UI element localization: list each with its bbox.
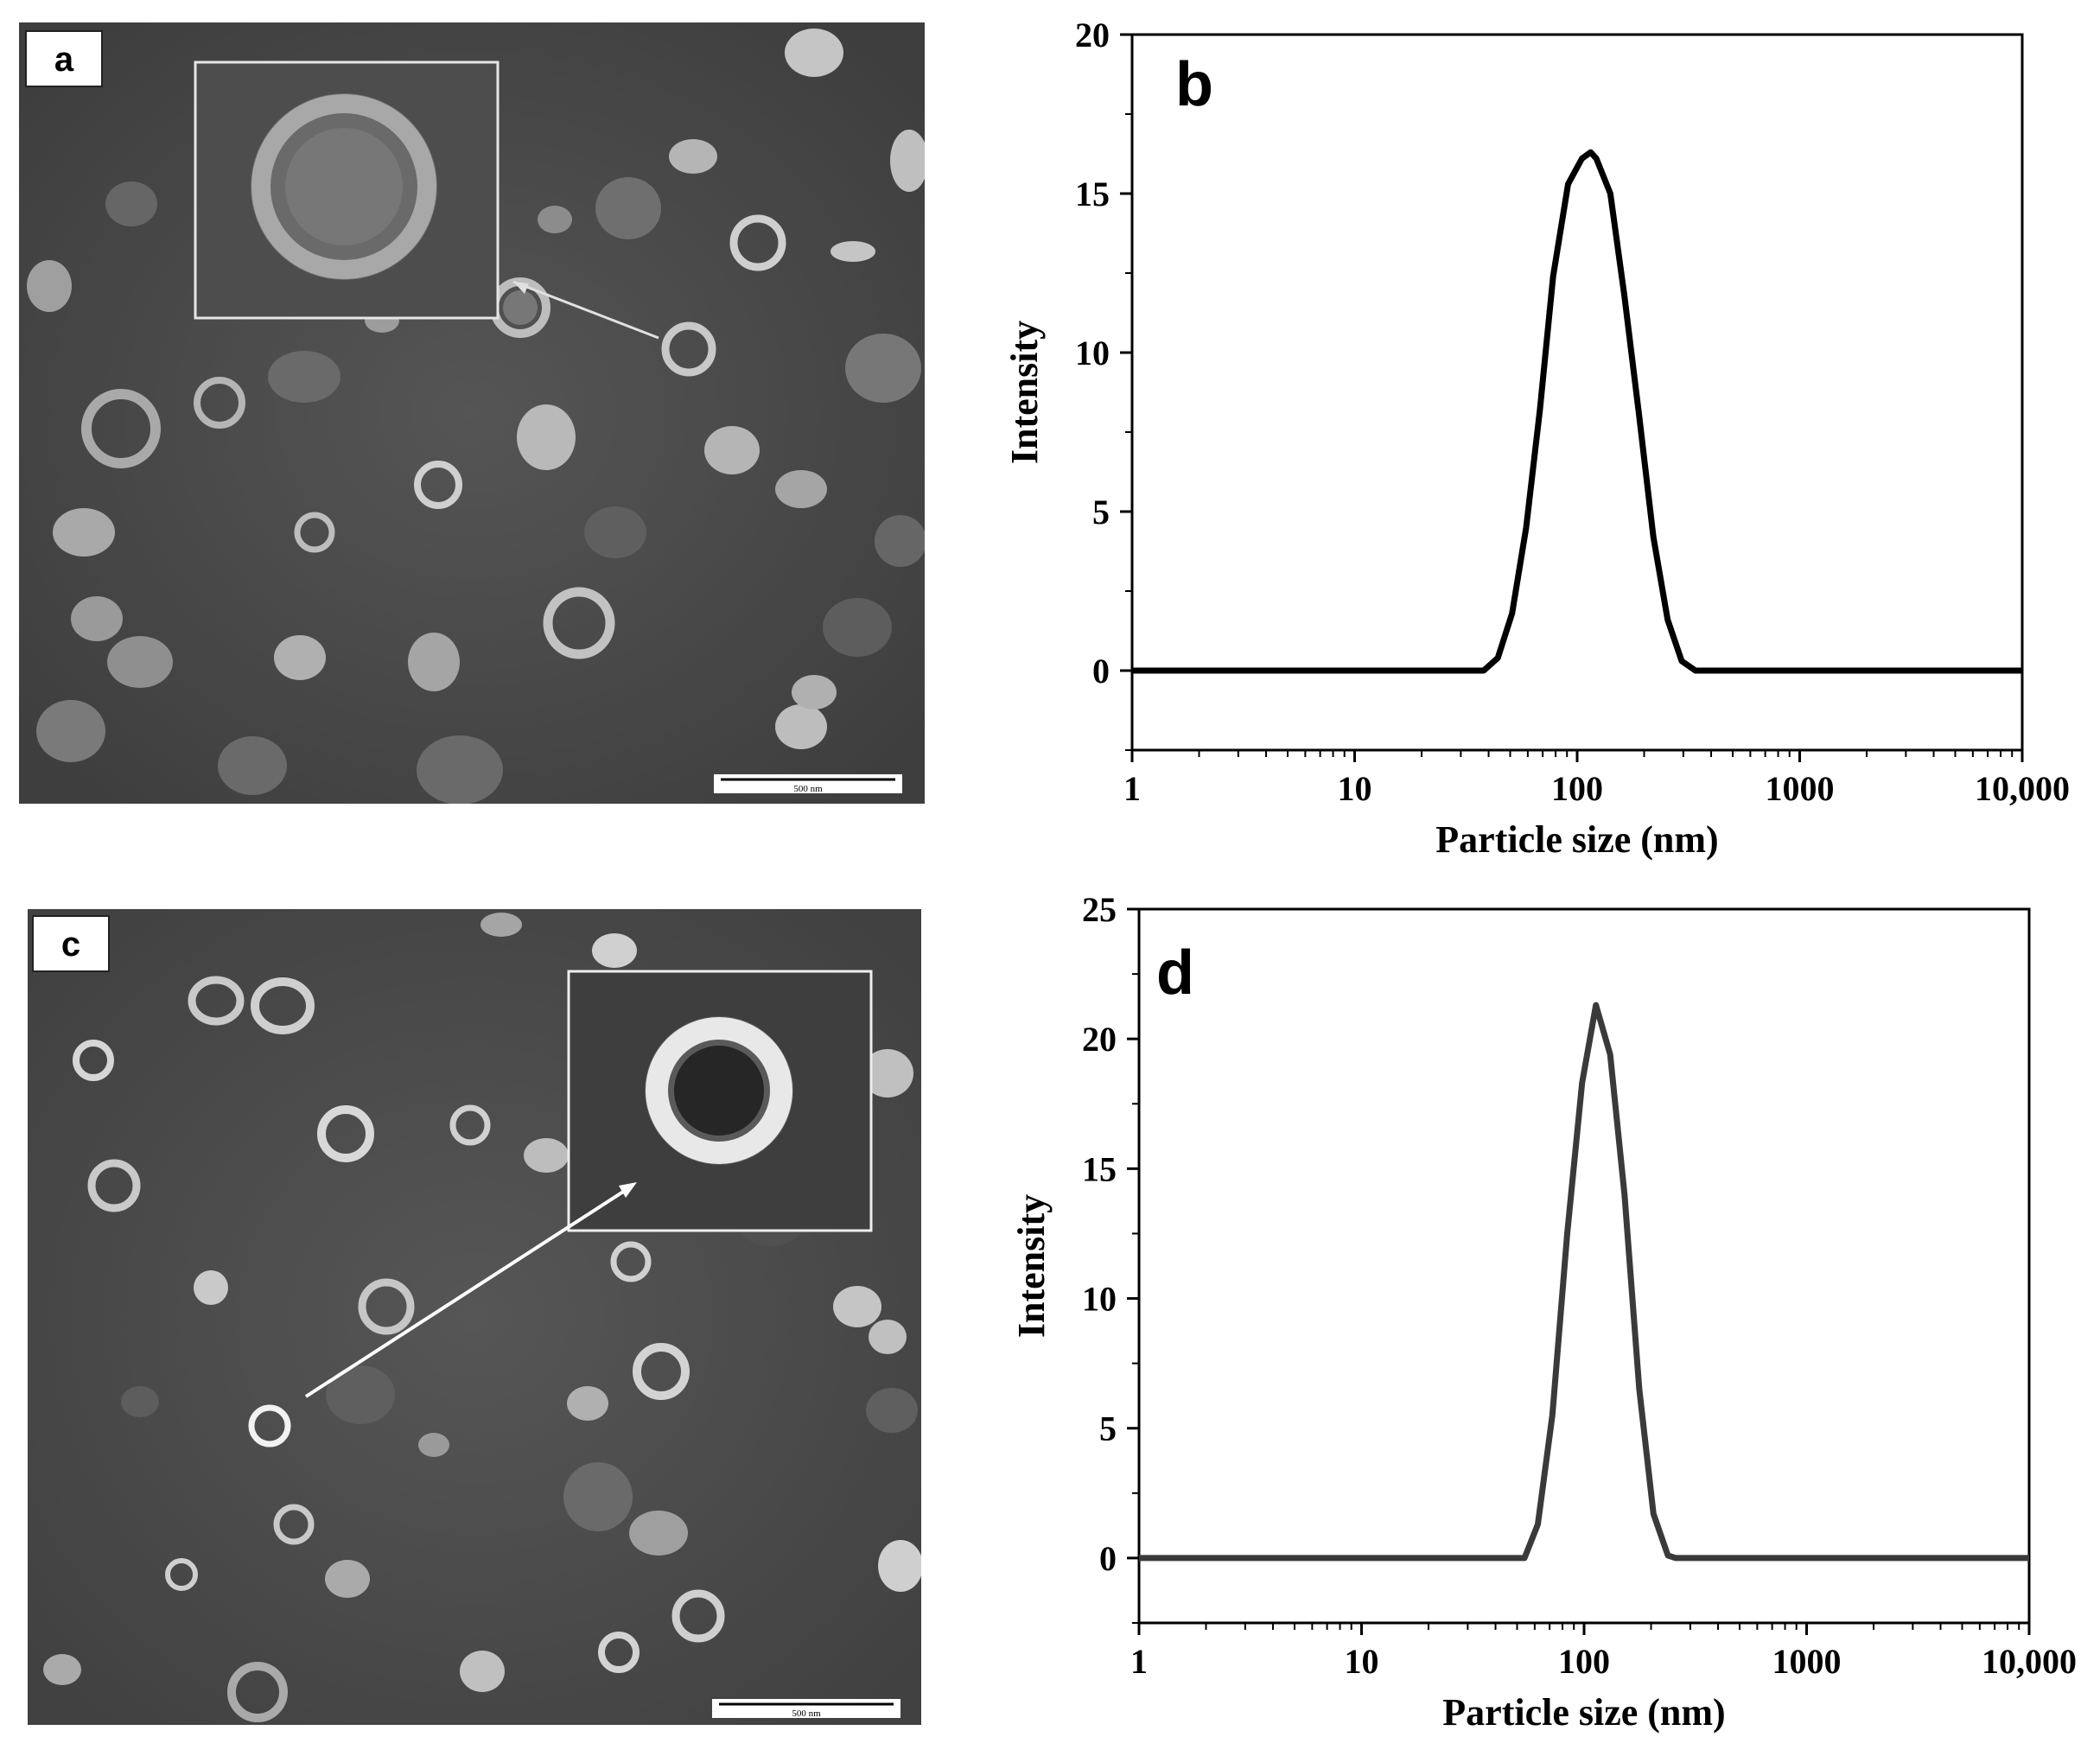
chart-d-y-tick-label: 15 [1082,1149,1117,1188]
tem-inset-c [569,971,871,1231]
scale-bar-label-a: 500 nm [793,784,823,794]
chart-d-y-tick-label: 25 [1082,890,1117,929]
chart-d-y-tick-label: 10 [1082,1280,1117,1319]
tem-inset-a [195,62,498,318]
chart-d-axes: 1 10 100 1000 10,000 0 5 10 15 20 25 Particle size … [1010,890,2077,1734]
chart-b-y-tick-label: 10 [1075,334,1110,372]
tem-image-a: a 500 nm [19,22,925,804]
panel-label-a: a [54,41,74,79]
tem-image-c: c 500 nm [28,909,921,1725]
chart-d-y-tick-label: 0 [1099,1539,1117,1578]
chart-b-series-line [1132,152,2022,671]
chart-d-y-axis-label: Intensity [1010,1194,1053,1338]
chart-d-x-tick-label: 10 [1345,1642,1379,1681]
chart-b-y-tick-label: 20 [1075,16,1110,54]
chart-d-x-tick-label: 1000 [1772,1642,1842,1681]
dls-chart-d: d 1 10 100 1000 10,000 0 5 10 15 20 25 Particle siz… [985,890,2100,1752]
chart-b-x-tick-label: 1000 [1766,769,1835,808]
chart-b-x-tick-label: 100 [1551,769,1603,808]
chart-b-plot-frame [1132,35,2022,750]
panel-label-c: c [61,926,80,964]
chart-b-x-tick-label: 1 [1123,769,1141,808]
panel-label-d: d [1156,938,1194,1008]
chart-d-y-tick-label: 5 [1099,1409,1117,1448]
tem-panel-c: c 500 nm [28,909,921,1725]
dls-chart-b: b 1 10 100 1000 10,000 0 5 10 15 20 Particle size … [985,0,2100,890]
chart-b-y-axis-label: Intensity [1003,321,1046,464]
chart-b-x-tick-label: 10,000 [1975,769,2070,808]
chart-b-x-axis-label: Particle size (nm) [1435,818,1718,861]
chart-d-x-tick-label: 1 [1130,1642,1148,1681]
chart-b-series-points [1132,152,2022,671]
chart-d-x-tick-label: 100 [1558,1642,1610,1681]
panel-label-b: b [1175,50,1213,119]
chart-b-y-tick-label: 5 [1092,493,1110,531]
chart-panel-b: b 1 10 100 1000 10,000 0 5 10 15 20 Particle size … [985,0,2100,890]
chart-d-plot-frame [1139,909,2029,1623]
chart-b-y-tick-label: 0 [1092,652,1110,690]
chart-d-series-line [1139,1005,2029,1558]
chart-panel-d: d 1 10 100 1000 10,000 0 5 10 15 20 25 Particle siz… [985,890,2100,1752]
chart-b-y-tick-label: 15 [1075,175,1110,213]
chart-b-x-tick-label: 10 [1338,769,1372,808]
chart-d-x-axis-label: Particle size (nm) [1442,1691,1725,1734]
chart-d-x-tick-label: 10,000 [1982,1642,2077,1681]
tem-panel-a: a 500 nm [19,22,925,804]
chart-d-y-tick-label: 20 [1082,1020,1117,1059]
scale-bar-label-c: 500 nm [792,1708,821,1719]
